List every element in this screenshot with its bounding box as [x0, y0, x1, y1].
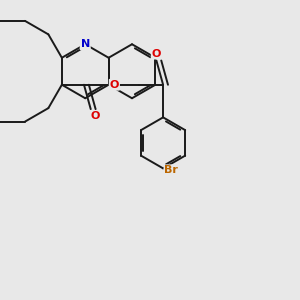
Text: N: N [81, 39, 90, 49]
Text: O: O [91, 111, 100, 121]
Text: Br: Br [164, 165, 178, 175]
Text: O: O [152, 49, 161, 58]
Text: O: O [110, 80, 119, 90]
